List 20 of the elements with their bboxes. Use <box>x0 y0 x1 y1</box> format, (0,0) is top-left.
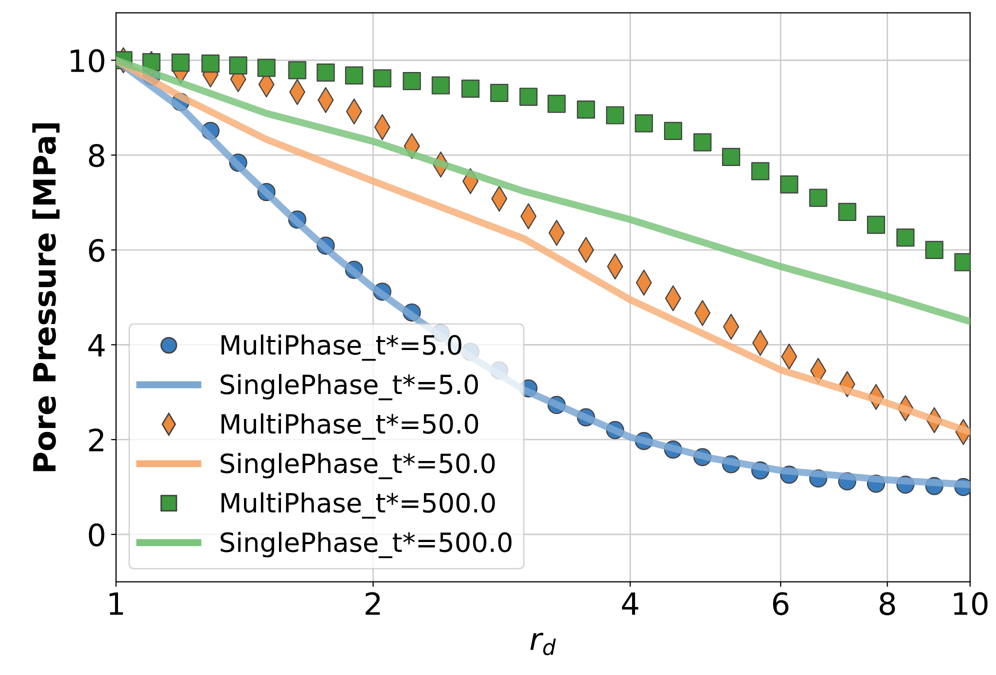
y-tick-label: 2 <box>89 428 104 452</box>
x-axis-title: r$_{d}$ <box>530 632 556 656</box>
y-axis-title: Pore Pressure [MPa] <box>32 123 60 472</box>
x-tick-label: 8 <box>880 592 895 616</box>
x-tick-label: 2 <box>366 592 380 615</box>
y-tick-label: 4 <box>88 334 105 356</box>
y-tick-label: 8 <box>88 144 104 168</box>
legend-label: SinglePhase_t*=5.0 <box>220 374 478 400</box>
legend-label: MultiPhase_t*=5.0 <box>222 334 462 361</box>
y-tick-label: 10 <box>70 49 104 72</box>
x-tick-label: 6 <box>773 592 788 616</box>
x-tick-label: 10 <box>954 592 988 616</box>
x-tick-label: 4 <box>622 592 638 615</box>
y-tick-label: 6 <box>89 238 104 262</box>
x-tick-label: 1 <box>110 592 123 615</box>
legend-label: MultiPhase_t*=50.0 <box>222 413 478 440</box>
legend-label: MultiPhase_t*=500.0 <box>222 492 495 519</box>
legend-label: SinglePhase_t*=500.0 <box>220 532 512 558</box>
y-tick-label: 0 <box>88 523 104 546</box>
legend-label: SinglePhase_t*=50.0 <box>220 452 495 480</box>
